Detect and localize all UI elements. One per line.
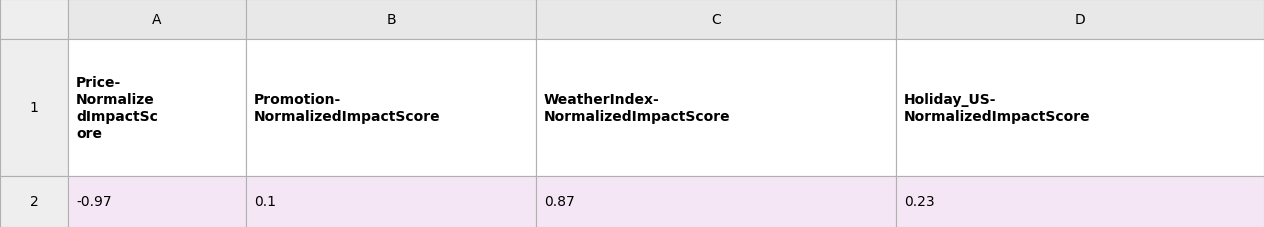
Text: B: B [387, 13, 396, 27]
Text: 0.23: 0.23 [904, 195, 934, 208]
Bar [896, 176, 1264, 227]
Bar [68, 40, 246, 176]
Text: A: A [152, 13, 162, 27]
Bar [0, 0, 68, 40]
Bar [0, 176, 68, 227]
Bar [896, 0, 1264, 40]
Text: Price-
Normalize
dImpactSc
ore: Price- Normalize dImpactSc ore [76, 76, 158, 140]
Bar [246, 0, 536, 40]
Text: -0.97: -0.97 [76, 195, 111, 208]
Bar [536, 0, 896, 40]
Text: WeatherIndex-
NormalizedImpactScore: WeatherIndex- NormalizedImpactScore [544, 93, 731, 123]
Text: 0.87: 0.87 [544, 195, 575, 208]
Text: D: D [1074, 13, 1086, 27]
Text: 1: 1 [29, 101, 38, 115]
Bar [246, 40, 536, 176]
Bar [68, 0, 246, 40]
Bar [896, 40, 1264, 176]
Text: C: C [712, 13, 720, 27]
Bar [536, 40, 896, 176]
Bar [536, 176, 896, 227]
Bar [0, 40, 68, 176]
Text: Holiday_US-
NormalizedImpactScore: Holiday_US- NormalizedImpactScore [904, 93, 1091, 123]
Bar [68, 176, 246, 227]
Text: Promotion-
NormalizedImpactScore: Promotion- NormalizedImpactScore [254, 93, 441, 123]
Bar [246, 176, 536, 227]
Text: 2: 2 [29, 195, 38, 208]
Text: 0.1: 0.1 [254, 195, 276, 208]
